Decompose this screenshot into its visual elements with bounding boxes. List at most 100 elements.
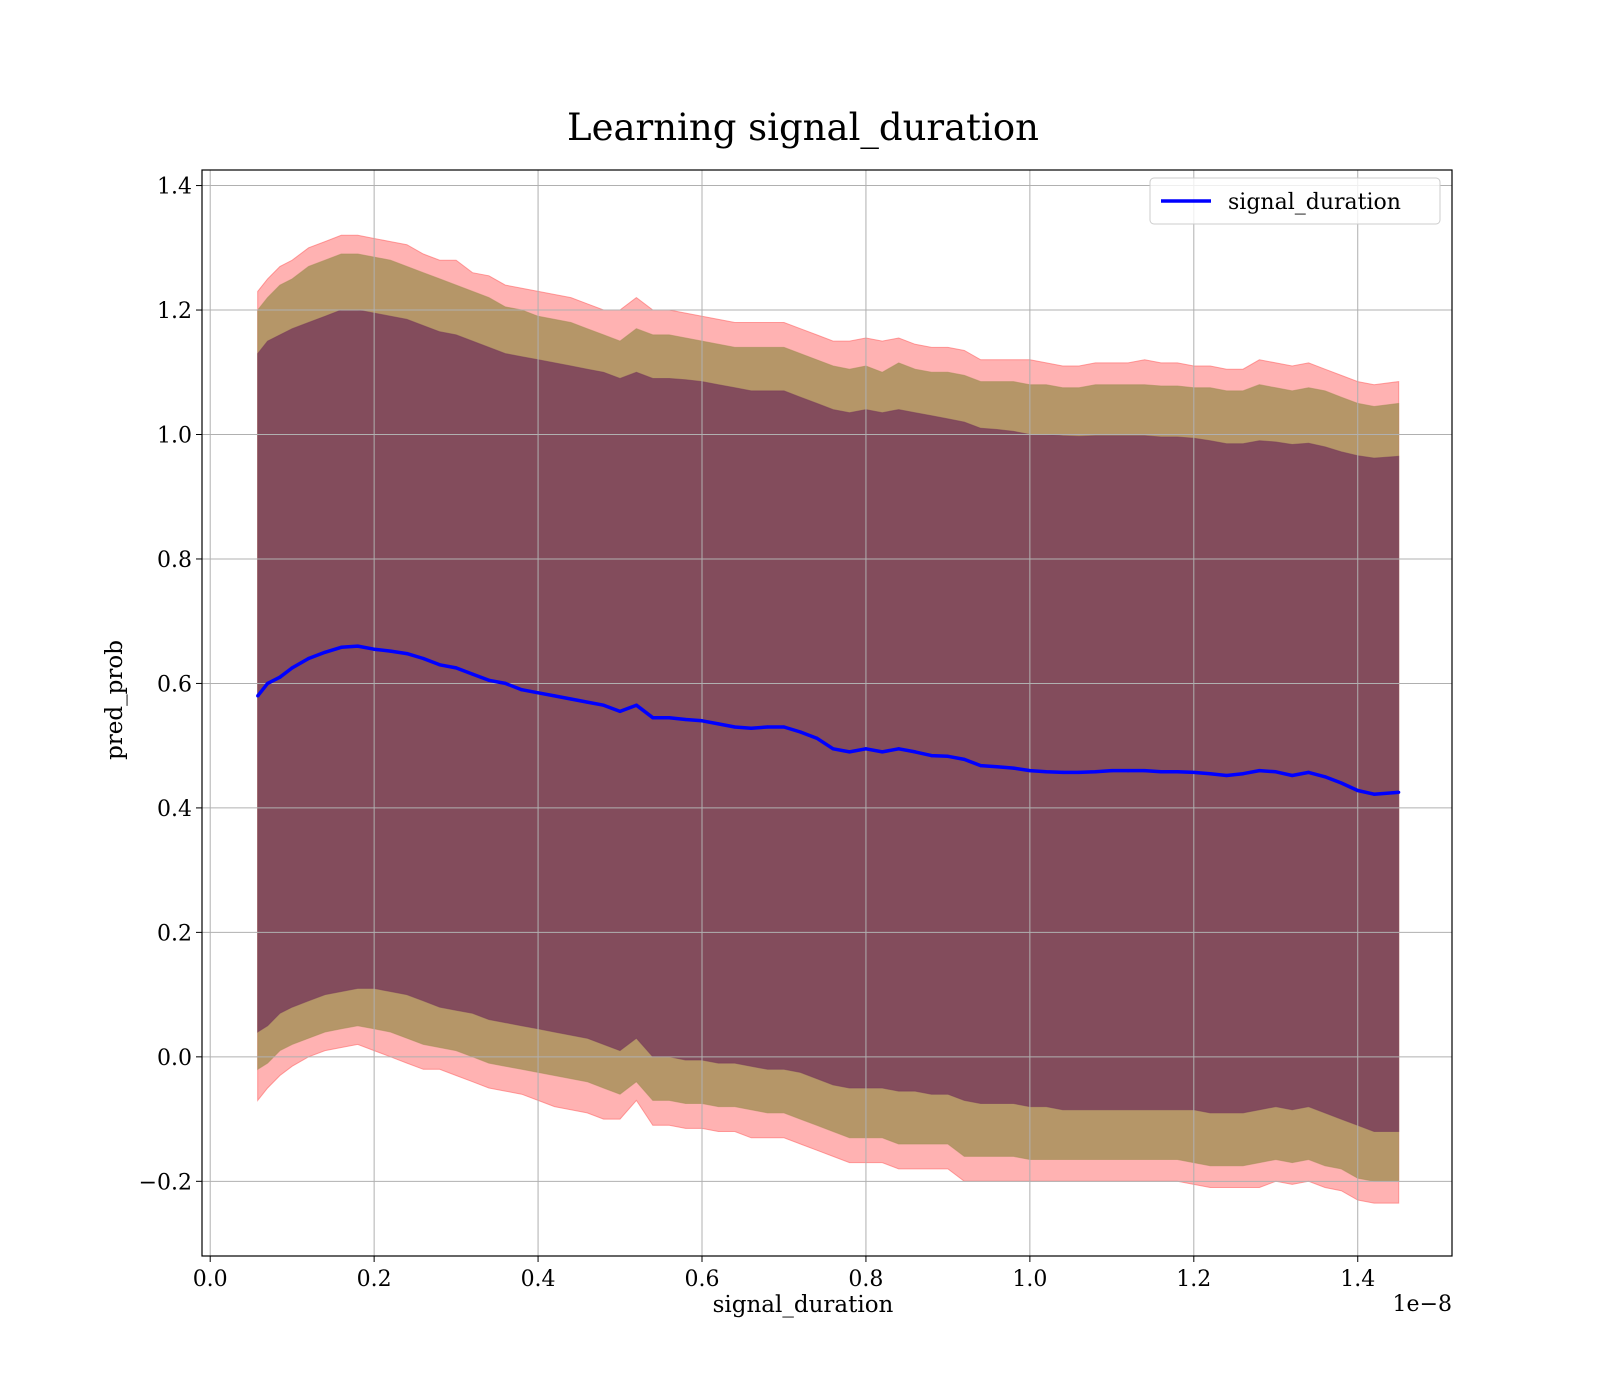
y-axis-label: pred_prob — [102, 640, 128, 760]
data-point — [1126, 769, 1130, 773]
x-tick-label: 0.2 — [357, 1267, 392, 1292]
x-axis-offset-text: 1e−8 — [1393, 1292, 1452, 1317]
data-point — [1339, 781, 1343, 785]
data-point — [339, 645, 343, 649]
data-point — [569, 697, 573, 701]
data-point — [979, 764, 983, 768]
data-point — [585, 700, 589, 704]
data-point — [1061, 770, 1065, 775]
data-point — [266, 681, 270, 686]
data-point — [487, 678, 491, 682]
data-point — [700, 719, 704, 723]
data-point — [634, 703, 639, 707]
data-point — [1175, 770, 1179, 774]
data-point — [503, 681, 507, 686]
data-point — [405, 652, 409, 656]
y-tick-label: 0.6 — [157, 672, 192, 697]
y-tick-label: 0.2 — [157, 921, 192, 946]
data-point — [278, 675, 282, 679]
data-point — [1372, 792, 1376, 796]
data-point — [1044, 770, 1048, 774]
y-tick-label: 1.2 — [157, 299, 192, 324]
y-tick-label: 0.0 — [157, 1046, 192, 1071]
data-point — [897, 747, 901, 751]
data-point — [536, 691, 540, 695]
data-point — [651, 716, 655, 720]
x-axis-label: signal_duration — [713, 1292, 894, 1318]
data-point — [618, 709, 622, 714]
data-point — [1356, 788, 1360, 793]
data-point — [815, 736, 819, 740]
x-tick-label: 1.2 — [1176, 1267, 1211, 1292]
data-point — [1208, 772, 1212, 776]
data-point — [1257, 769, 1261, 773]
plot-frame — [201, 169, 1453, 1257]
data-point — [684, 717, 688, 722]
data-point — [1093, 770, 1097, 774]
data-point — [372, 647, 376, 651]
data-point — [929, 754, 934, 758]
x-tick-label: 0.4 — [521, 1267, 556, 1292]
legend-box — [1149, 177, 1441, 225]
data-point — [749, 726, 753, 730]
y-tick-label: 0.4 — [157, 797, 192, 822]
x-axis-ticks: 0.0 0.2 0.4 0.6 0.8 1.0 1.2 1.4 — [193, 1256, 1375, 1292]
data-point — [716, 722, 721, 726]
data-point — [995, 765, 999, 769]
data-point — [602, 703, 606, 707]
data-point — [1077, 770, 1081, 775]
data-point — [864, 747, 868, 751]
data-point — [1011, 766, 1016, 770]
data-point — [552, 694, 557, 698]
grid-lines — [202, 170, 1452, 1256]
data-point — [421, 656, 425, 661]
data-point — [1290, 773, 1294, 778]
data-point — [782, 725, 786, 729]
data-point — [1028, 769, 1032, 773]
data-point — [946, 754, 950, 758]
data-point — [520, 688, 524, 692]
data-point — [962, 757, 966, 762]
legend: signal_duration — [1149, 177, 1441, 225]
data-point — [1397, 790, 1401, 794]
chart-title: Learning signal_duration — [567, 106, 1039, 150]
data-point — [1307, 770, 1311, 775]
legend-label: signal_duration — [1228, 190, 1401, 215]
data-point — [847, 750, 852, 754]
data-point — [1241, 772, 1245, 776]
data-point — [913, 750, 917, 754]
data-point — [356, 644, 360, 648]
confidence-bands — [257, 234, 1400, 1204]
data-point — [880, 750, 884, 754]
data-point — [323, 650, 327, 654]
data-point — [667, 716, 671, 720]
y-axis-ticks: −0.2 0.0 0.2 0.4 0.6 0.8 1.0 1.2 1.4 — [139, 175, 202, 1195]
data-point — [1225, 773, 1229, 778]
data-point — [1274, 770, 1278, 774]
data-point — [388, 649, 393, 653]
x-tick-label: 1.4 — [1340, 1267, 1375, 1292]
data-point — [798, 730, 803, 734]
series-lines — [256, 644, 1401, 796]
data-point — [733, 725, 737, 729]
data-point — [454, 666, 458, 670]
y-tick-label: 0.8 — [157, 548, 192, 573]
data-point — [1110, 769, 1114, 773]
data-point — [1159, 770, 1163, 774]
x-tick-label: 0.8 — [848, 1267, 883, 1292]
data-point — [438, 663, 442, 667]
data-point — [1143, 769, 1147, 773]
data-point — [470, 672, 475, 676]
y-tick-label: 1.0 — [157, 423, 192, 448]
x-tick-label: 0.6 — [685, 1267, 720, 1292]
x-tick-label: 0.0 — [193, 1267, 228, 1292]
data-point — [1192, 770, 1196, 775]
data-point — [1323, 775, 1327, 779]
data-point — [766, 725, 770, 729]
data-point — [256, 694, 260, 698]
data-point — [290, 666, 294, 670]
data-point — [831, 747, 835, 751]
data-point — [307, 656, 311, 661]
band-inner — [257, 309, 1400, 1132]
